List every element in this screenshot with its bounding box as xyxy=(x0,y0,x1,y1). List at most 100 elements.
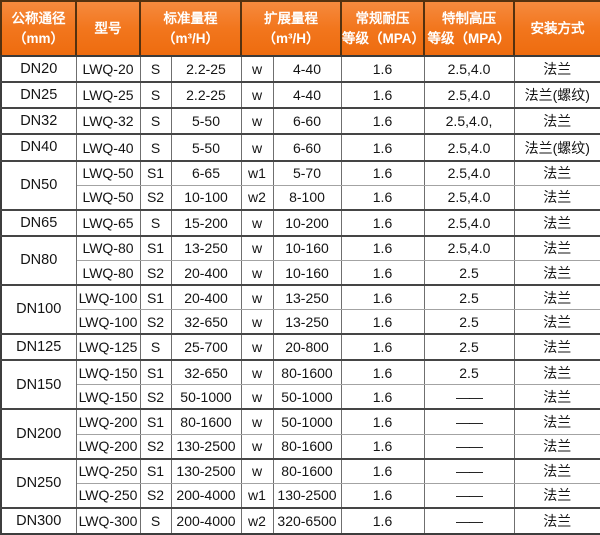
special-pressure-cell: —— xyxy=(423,506,515,535)
ext-code-cell: w xyxy=(240,359,274,386)
ext-code-cell: w xyxy=(240,208,274,237)
table-row: LWQ-80 S2 20-400 w 10-160 1.6 2.5 法兰 xyxy=(1,259,600,286)
install-cell: 法兰 xyxy=(513,259,600,286)
std-range-cell: 2.2-25 xyxy=(170,54,242,83)
special-pressure-cell: 2.5,4.0 xyxy=(423,54,515,83)
normal-pressure-cell: 1.6 xyxy=(340,284,425,311)
std-range-cell: 130-2500 xyxy=(170,433,242,460)
model-cell: LWQ-40 xyxy=(75,133,141,162)
std-code-cell: S xyxy=(139,107,172,135)
normal-pressure-cell: 1.6 xyxy=(340,81,425,109)
install-cell: 法兰 xyxy=(513,384,600,410)
normal-pressure-cell: 1.6 xyxy=(340,309,425,335)
normal-pressure-cell: 1.6 xyxy=(340,133,425,162)
header-cell-special-pressure: 特制高压 等级（MPA） xyxy=(423,0,515,57)
ext-range-cell: 13-250 xyxy=(272,309,342,335)
normal-pressure-cell: 1.6 xyxy=(340,107,425,135)
std-range-cell: 10-100 xyxy=(170,184,242,211)
special-pressure-cell: 2.5 xyxy=(423,259,515,286)
ext-range-cell: 50-1000 xyxy=(272,408,342,435)
std-code-cell: S1 xyxy=(139,408,172,435)
header-cell-install: 安装方式 xyxy=(513,0,600,57)
std-code-cell: S xyxy=(139,54,172,83)
install-cell: 法兰 xyxy=(513,506,600,535)
install-cell: 法兰(螺纹) xyxy=(513,81,600,109)
ext-range-cell: 6-60 xyxy=(272,133,342,162)
std-range-cell: 50-1000 xyxy=(170,384,242,410)
normal-pressure-cell: 1.6 xyxy=(340,408,425,435)
model-cell: LWQ-32 xyxy=(75,107,141,135)
normal-pressure-cell: 1.6 xyxy=(340,333,425,361)
install-cell: 法兰 xyxy=(513,54,600,83)
table-row: LWQ-250 S2 200-4000 w1 130-2500 1.6 —— 法兰 xyxy=(1,482,600,509)
normal-pressure-cell: 1.6 xyxy=(340,482,425,509)
ext-code-cell: w xyxy=(240,384,274,410)
std-code-cell: S1 xyxy=(139,159,172,186)
model-cell: LWQ-50 xyxy=(75,159,141,186)
dn-cell: DN25 xyxy=(0,81,77,109)
install-cell: 法兰 xyxy=(513,482,600,509)
header-cell-standard-range: 标准量程 （m³/H） xyxy=(139,0,242,57)
ext-range-cell: 320-6500 xyxy=(272,506,342,535)
special-pressure-cell: —— xyxy=(423,433,515,460)
ext-code-cell: w xyxy=(240,234,274,261)
install-cell: 法兰 xyxy=(513,408,600,435)
std-code-cell: S xyxy=(139,81,172,109)
model-cell: LWQ-250 xyxy=(75,482,141,509)
special-pressure-cell: 2.5,4.0 xyxy=(423,159,515,186)
special-pressure-cell: 2.5,4.0 xyxy=(423,208,515,237)
ext-range-cell: 4-40 xyxy=(272,54,342,83)
table-row: DN25 LWQ-25 S 2.2-25 w 4-40 1.6 2.5,4.0 法兰(螺纹) xyxy=(0,81,600,109)
header-cell-extended-range: 扩展量程 （m³/H） xyxy=(240,0,342,57)
std-range-cell: 32-650 xyxy=(170,309,242,335)
table-row: LWQ-50 S2 10-100 w2 8-100 1.6 2.5,4.0 法兰 xyxy=(1,184,600,211)
table-row: DN250 LWQ-250 S1 130-2500 w 80-1600 1.6 —— 法兰 xyxy=(0,457,600,509)
ext-code-cell: w xyxy=(240,284,274,311)
std-range-cell: 20-400 xyxy=(170,284,242,311)
model-cell: LWQ-150 xyxy=(75,359,141,386)
dn-cell: DN40 xyxy=(0,133,77,162)
ext-code-cell: w xyxy=(240,107,274,135)
table-row: DN50 LWQ-50 S1 6-65 w1 5-70 1.6 2.5,4.0 法兰 xyxy=(0,159,600,211)
special-pressure-cell: —— xyxy=(423,408,515,435)
std-range-cell: 5-50 xyxy=(170,107,242,135)
std-code-cell: S1 xyxy=(139,234,172,261)
header-cell-normal-pressure: 常规耐压 等级（MPA） xyxy=(340,0,425,57)
dn-cell: DN125 xyxy=(0,333,77,361)
special-pressure-cell: 2.5,4.0, xyxy=(423,107,515,135)
std-range-cell: 80-1600 xyxy=(170,408,242,435)
std-range-cell: 2.2-25 xyxy=(170,81,242,109)
std-code-cell: S xyxy=(139,133,172,162)
model-cell: LWQ-50 xyxy=(75,184,141,211)
normal-pressure-cell: 1.6 xyxy=(340,457,425,484)
ext-code-cell: w xyxy=(240,433,274,460)
model-cell: LWQ-200 xyxy=(75,433,141,460)
model-cell: LWQ-100 xyxy=(75,309,141,335)
special-pressure-cell: 2.5,4.0 xyxy=(423,133,515,162)
ext-range-cell: 80-1600 xyxy=(272,433,342,460)
install-cell: 法兰 xyxy=(513,184,600,211)
ext-range-cell: 10-160 xyxy=(272,259,342,286)
dn-cell: DN250 xyxy=(0,457,77,509)
std-range-cell: 130-2500 xyxy=(170,457,242,484)
normal-pressure-cell: 1.6 xyxy=(340,359,425,386)
std-code-cell: S xyxy=(139,333,172,361)
table-row: DN80 LWQ-80 S1 13-250 w 10-160 1.6 2.5,4.0 法兰 xyxy=(0,234,600,286)
normal-pressure-cell: 1.6 xyxy=(340,506,425,535)
std-range-cell: 13-250 xyxy=(170,234,242,261)
normal-pressure-cell: 1.6 xyxy=(340,184,425,211)
ext-range-cell: 20-800 xyxy=(272,333,342,361)
ext-range-cell: 50-1000 xyxy=(272,384,342,410)
model-cell: LWQ-300 xyxy=(75,506,141,535)
std-range-cell: 6-65 xyxy=(170,159,242,186)
normal-pressure-cell: 1.6 xyxy=(340,259,425,286)
dn-cell: DN100 xyxy=(0,284,77,335)
ext-code-cell: w2 xyxy=(240,184,274,211)
header-cell-model: 型号 xyxy=(75,0,141,57)
table-row: DN200 LWQ-200 S1 80-1600 w 50-1000 1.6 —— 法兰 xyxy=(0,408,600,460)
model-cell: LWQ-80 xyxy=(75,259,141,286)
install-cell: 法兰 xyxy=(513,159,600,186)
header-row: 公称通径 （mm） 型号 标准量程 （m³/H） 扩展量程 （m³/H） 常规耐… xyxy=(0,0,600,57)
